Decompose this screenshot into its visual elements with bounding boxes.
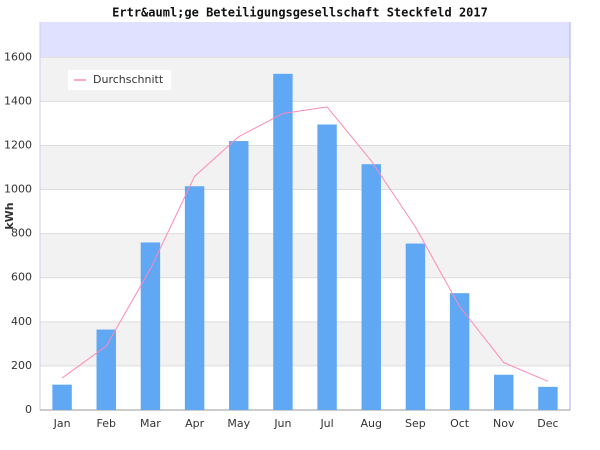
x-tick-label: Jul [319,417,333,430]
x-tick-label: Apr [185,417,205,430]
grid-band [40,321,570,366]
x-tick-label: Sep [405,417,426,430]
bar [449,293,470,410]
x-tick-label: Dec [537,417,558,430]
bar [140,242,161,410]
line [61,106,549,382]
legend-label: Durchschnitt [93,73,164,86]
y-tick-label: 800 [11,227,32,240]
bar [405,243,426,410]
x-tick-label: Feb [97,417,116,430]
y-tick-label: 1600 [4,50,32,63]
legend-box [68,70,171,90]
y-tick-label: 600 [11,271,32,284]
x-tick-label: Jun [273,417,291,430]
y-tick-label: 1400 [4,94,32,107]
bar [538,386,558,410]
y-tick-label: 200 [11,359,32,372]
chart-title: Ertr&auml;ge Beteiligungsgesellschaft St… [112,6,488,20]
x-tick-label: May [227,417,250,430]
bar [52,384,72,410]
plot-top-band [40,22,570,58]
x-tick-label: Nov [493,417,515,430]
bar [96,329,116,410]
x-tick-label: Oct [450,417,470,430]
y-tick-label: 1200 [4,138,32,151]
bar [229,141,249,410]
bar [317,124,337,411]
x-tick-label: Jan [53,417,71,430]
y-tick-label: 1000 [4,183,32,196]
bar [273,73,293,410]
x-tick-label: Aug [361,417,382,430]
bar [184,186,205,410]
x-tick-label: Mar [140,417,161,430]
y-tick-label: 400 [11,315,32,328]
bar [494,374,514,410]
grid-band [40,233,570,278]
bar [361,164,381,410]
y-axis-label: kWh [3,202,16,229]
y-tick-label: 0 [25,403,32,416]
grid-band [40,145,570,190]
